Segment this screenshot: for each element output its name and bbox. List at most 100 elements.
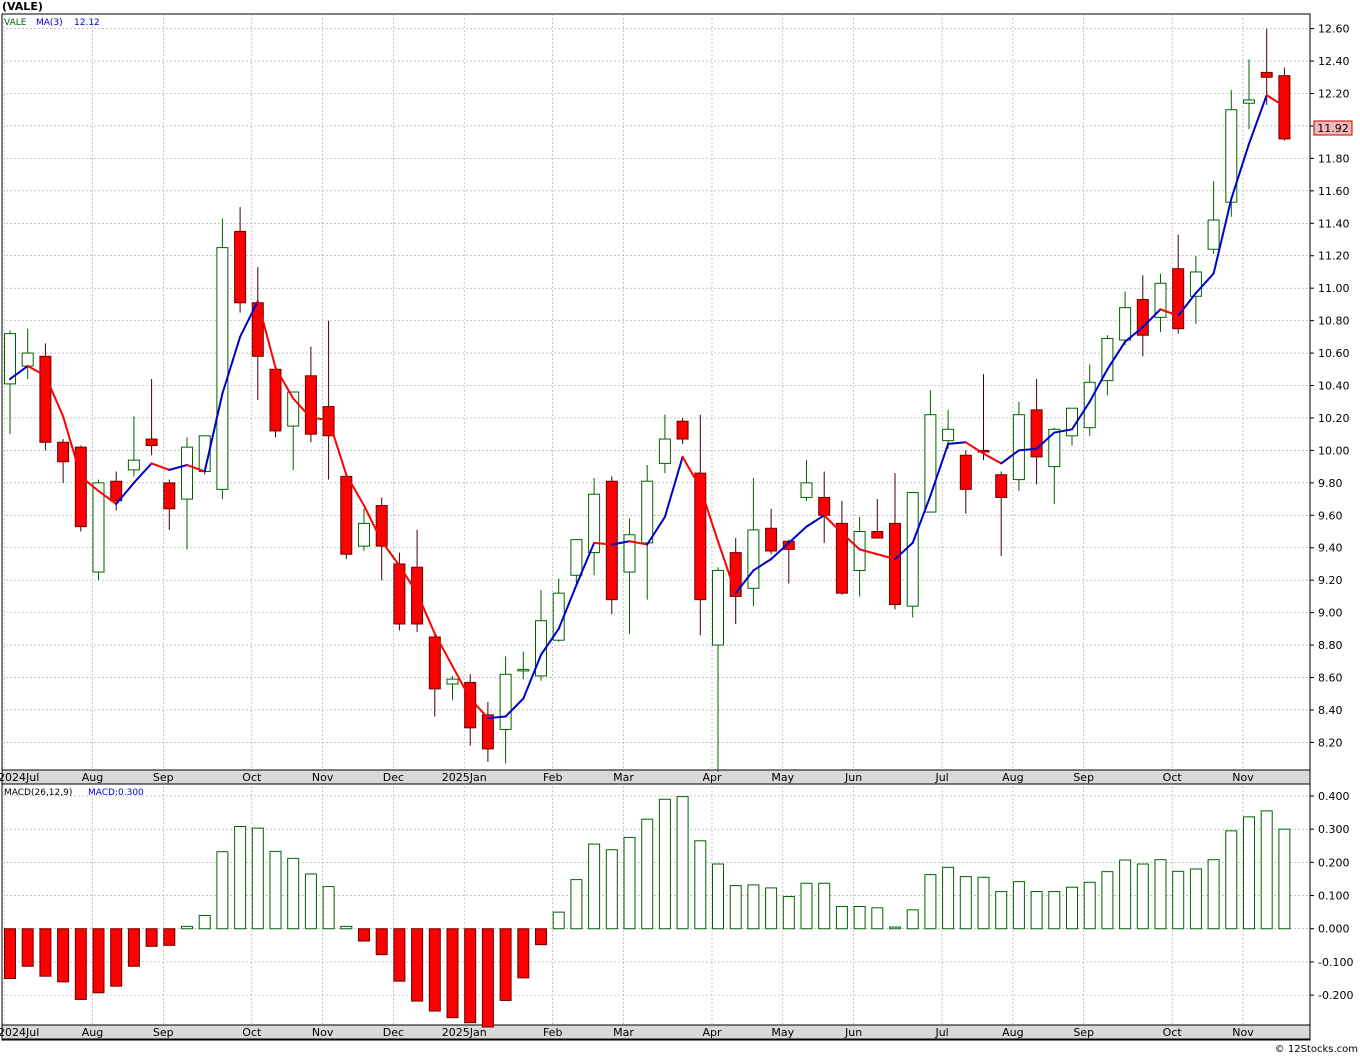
candle-body — [110, 480, 123, 502]
macd-panel: -0.200 -0.100 0.000 0.100 0.200 0.300 0.400 20… — [0, 783, 1353, 1041]
ma3-segment — [663, 455, 684, 518]
candle-body — [889, 522, 901, 606]
price-y-tick-label: 10.60 — [1318, 347, 1350, 360]
chart-title: (VALE) — [2, 0, 43, 13]
price-legend-ma-value: 12.12 — [74, 18, 100, 28]
ma3-segment — [1230, 142, 1250, 200]
price-x-tick-label: Oct — [1163, 771, 1183, 784]
macd-bar — [234, 825, 247, 930]
candle — [375, 497, 388, 581]
ma3-segment — [858, 548, 879, 556]
macd-bar — [658, 798, 671, 930]
macd-y-tick-label: 0.000 — [1318, 923, 1350, 936]
price-x-tick-label: Mar — [613, 771, 634, 784]
macd-panel-frame — [1, 783, 1311, 1041]
macd-bar — [304, 873, 317, 930]
macd-x-tick-label: Nov — [1232, 1026, 1254, 1039]
price-x-tick-label: Apr — [702, 771, 722, 784]
ma3-segment — [1106, 340, 1127, 371]
macd-bar — [712, 863, 724, 930]
macd-bar — [39, 928, 52, 977]
candle — [287, 391, 300, 470]
ma3-segment — [26, 365, 47, 377]
ma3-segment — [469, 697, 489, 720]
candle-body — [375, 505, 388, 547]
macd-y-tick-label: 0.300 — [1318, 823, 1350, 836]
candle — [570, 539, 583, 587]
candle-body — [747, 529, 760, 589]
macd-bar — [340, 925, 353, 930]
macd-x-tick-label: Sep — [1073, 1026, 1094, 1039]
candle-body — [181, 446, 193, 500]
candle-body — [1136, 299, 1149, 336]
candle-body — [942, 428, 955, 442]
price-x-tick-label: 2024Jul — [0, 771, 39, 784]
macd-bar — [605, 849, 618, 930]
macd-legend-label: MACD(26,12,9) — [4, 788, 72, 798]
macd-bar — [198, 914, 211, 930]
price-y-tick-label: 11.20 — [1318, 250, 1350, 263]
candle-body — [340, 475, 353, 555]
macd-x-tick-label: Oct — [1163, 1026, 1183, 1039]
macd-x-tick-label: 2024Jul — [0, 1026, 39, 1039]
ma3-segment — [345, 473, 365, 507]
ma3-segment — [911, 494, 932, 544]
macd-bar — [428, 928, 441, 1012]
macd-bar — [216, 851, 229, 930]
candle — [1172, 234, 1185, 334]
candle-body — [4, 333, 16, 385]
candle-body — [287, 391, 300, 427]
candle-body — [269, 368, 282, 432]
macd-x-tick-label: Jul — [934, 1026, 948, 1039]
candle-body — [1048, 428, 1061, 468]
ma3-segment — [575, 541, 596, 587]
candle-body — [676, 420, 689, 440]
credit-text: © 12Stocks.com — [1274, 1044, 1358, 1055]
candle-body — [588, 493, 601, 554]
macd-bar — [853, 905, 866, 930]
ma3-segment — [433, 632, 454, 668]
candle-body — [446, 678, 459, 685]
candle — [676, 417, 689, 444]
macd-legend-value: MACD:0.300 — [88, 788, 144, 798]
ma3-segment — [1265, 94, 1286, 108]
macd-x-tick-label: Aug — [82, 1026, 103, 1039]
macd-x-tick-label: Jun — [844, 1026, 862, 1039]
macd-x-tick-label: Oct — [242, 1026, 262, 1039]
macd-bar — [1066, 886, 1078, 930]
price-y-tick-label: 8.60 — [1318, 672, 1343, 685]
candle-body — [304, 375, 317, 435]
candle — [340, 475, 353, 560]
macd-bar — [818, 882, 831, 930]
candle-body — [712, 569, 724, 646]
ma3-segment — [929, 442, 950, 497]
macd-bar — [729, 885, 742, 930]
ma3-line — [9, 94, 1286, 720]
candle-body — [358, 522, 370, 547]
price-x-tick-label: Jul — [934, 771, 948, 784]
ma3-segment — [557, 584, 578, 630]
macd-bar — [375, 928, 388, 956]
ma3-segment — [1141, 308, 1162, 329]
ma3-segment — [504, 697, 525, 718]
macd-bar — [1030, 891, 1043, 930]
candle — [358, 508, 370, 551]
candle-body — [234, 230, 247, 304]
candle-body — [1012, 414, 1025, 481]
price-y-tick-label: 9.00 — [1318, 607, 1343, 620]
ma3-segment — [522, 653, 542, 700]
candle-body — [127, 459, 140, 471]
candle — [1030, 379, 1043, 485]
candle-body — [765, 527, 778, 552]
ma3-segment — [840, 532, 861, 551]
macd-bar — [1012, 881, 1025, 930]
ma3-segment — [610, 540, 631, 546]
ma3-segment — [221, 335, 242, 395]
macd-bar — [322, 886, 335, 930]
price-y-tick-label: 11.00 — [1318, 282, 1350, 295]
macd-bar — [1189, 868, 1202, 930]
ma3-segment — [274, 366, 295, 400]
candle — [127, 416, 140, 477]
macd-bar — [181, 925, 193, 930]
ma3-segment — [717, 540, 737, 595]
